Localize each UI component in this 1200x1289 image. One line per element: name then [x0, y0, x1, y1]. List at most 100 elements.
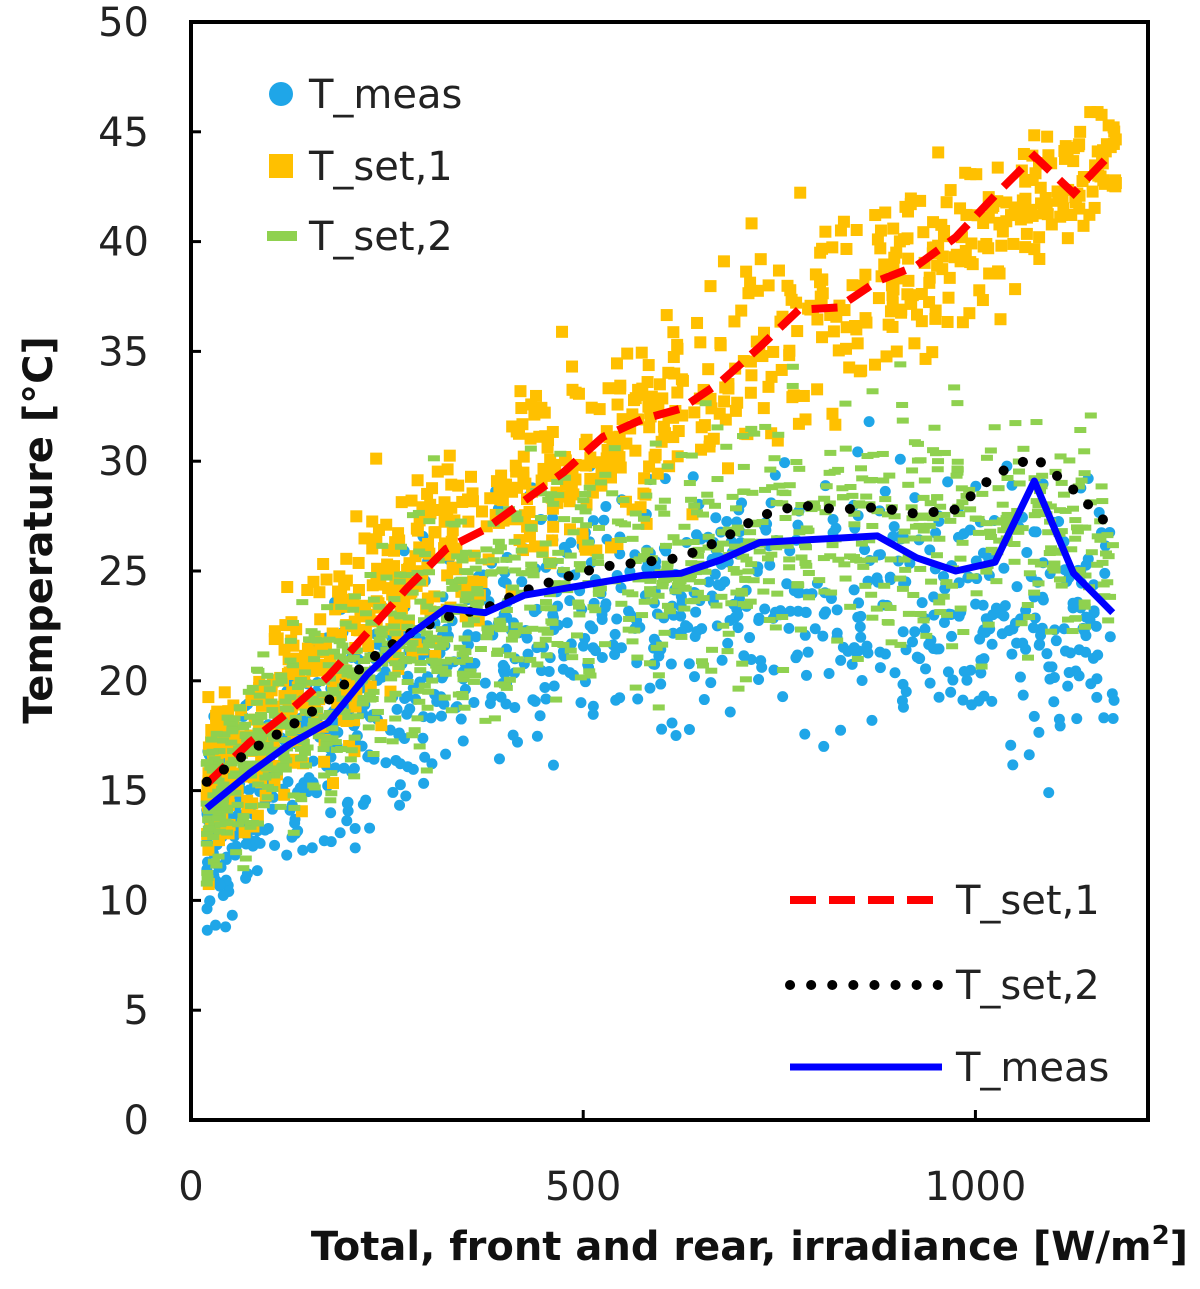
- t-set2-point: [669, 588, 682, 595]
- t-set2-point: [242, 688, 255, 695]
- t-set1-point: [917, 226, 930, 239]
- t-set2-point: [401, 678, 414, 685]
- t-meas-point: [1085, 678, 1097, 690]
- t-meas-point: [587, 700, 599, 712]
- t-set2-point: [885, 639, 898, 646]
- t-meas-point: [691, 626, 703, 638]
- t-set2-point: [252, 727, 265, 734]
- t-set2-point: [239, 855, 252, 862]
- t-meas-point: [1048, 672, 1060, 684]
- t-set1-point: [340, 552, 353, 565]
- t-set2-point: [846, 492, 859, 499]
- t-meas-point: [547, 759, 559, 771]
- t-set2-point: [818, 588, 831, 595]
- t-set2-point: [428, 606, 441, 613]
- t-meas-point: [341, 815, 353, 827]
- t-set2-point: [1085, 549, 1098, 556]
- t-set2-point: [993, 537, 1006, 544]
- t-set2-point: [213, 828, 226, 835]
- t-set2-point: [1009, 420, 1022, 427]
- t-meas-point: [522, 648, 534, 660]
- t-set2-point: [308, 656, 321, 663]
- t-set2-point: [1079, 572, 1092, 579]
- t-set1-point: [843, 361, 856, 374]
- t-set1-point: [745, 217, 758, 230]
- t-set2-point: [592, 590, 605, 597]
- t-set2-point: [284, 657, 297, 664]
- t-set2-point: [756, 519, 769, 526]
- t-set1-point: [814, 246, 827, 259]
- t-set2-point: [1079, 524, 1092, 531]
- t-set2-point: [243, 760, 256, 767]
- t-set2-point: [278, 754, 291, 761]
- t-set1-point: [718, 395, 731, 408]
- legend-line-label-t-set2: T_set,2: [955, 963, 1100, 1009]
- t-set2-point: [658, 497, 671, 504]
- t-set2-point: [1078, 448, 1091, 455]
- t-set2-point: [380, 646, 393, 653]
- t-set1-point: [528, 408, 541, 421]
- t-set1-point: [704, 280, 717, 293]
- t-set2-point: [207, 792, 220, 799]
- t-set2-point: [848, 510, 861, 517]
- t-set2-point: [739, 676, 752, 683]
- t-set1-point: [879, 206, 892, 219]
- t-meas-point: [521, 632, 533, 644]
- t-set1-point: [320, 573, 333, 586]
- t-set2-point: [661, 463, 674, 470]
- t-set2-point: [422, 688, 435, 695]
- t-set2-point: [773, 482, 786, 489]
- t-set2-point: [859, 582, 872, 589]
- t-set1-point: [422, 537, 435, 550]
- t-set2-point: [456, 690, 469, 697]
- t-set2-point: [1001, 474, 1014, 481]
- t-set2-point: [593, 524, 606, 531]
- t-meas-point: [529, 695, 541, 707]
- t-set2-point: [276, 763, 289, 770]
- t-meas-point: [666, 717, 678, 729]
- t-set2-point: [631, 654, 644, 661]
- t-set2-point: [683, 480, 696, 487]
- t-set2-point: [1008, 540, 1021, 547]
- t-meas-point: [297, 844, 309, 856]
- t-meas-point: [1067, 597, 1079, 609]
- t-set2-point: [882, 619, 895, 626]
- t-set2-point: [953, 511, 966, 518]
- t-set2-point: [540, 652, 553, 659]
- t-set2-point: [491, 650, 504, 657]
- t-set2-point: [699, 400, 712, 407]
- t-set2-point: [679, 585, 692, 592]
- t-set1-point: [635, 346, 648, 359]
- t-meas-point: [709, 568, 721, 580]
- t-set2-point: [879, 496, 892, 503]
- t-meas-point: [738, 650, 750, 662]
- t-set2-point: [975, 663, 988, 670]
- t-set1-point: [475, 505, 488, 518]
- t-meas-point: [900, 686, 912, 698]
- t-set2-point: [1072, 483, 1085, 490]
- t-meas-point: [930, 527, 942, 539]
- t-set2-point: [347, 606, 360, 613]
- t-set2-point: [324, 797, 337, 804]
- t-meas-point: [848, 642, 860, 654]
- t-set2-point: [866, 614, 879, 621]
- t-set2-point: [730, 505, 743, 512]
- t-set2-point: [327, 648, 340, 655]
- t-set2-point: [644, 591, 657, 598]
- y-tick-label: 35: [98, 329, 149, 375]
- t-set2-point: [364, 571, 377, 578]
- t-set2-point: [824, 449, 837, 456]
- t-set2-point: [364, 696, 377, 703]
- t-set1-point: [915, 287, 928, 300]
- t-set2-point: [626, 638, 639, 645]
- t-set2-point: [938, 511, 951, 518]
- t-set2-point: [839, 445, 852, 452]
- t-set2-point: [701, 491, 714, 498]
- t-meas-point: [1084, 614, 1096, 626]
- t-set2-point: [239, 732, 252, 739]
- t-set2-point: [1104, 593, 1117, 600]
- t-set2-point: [776, 500, 789, 507]
- t-set2-point: [557, 566, 570, 573]
- t-set2-point: [406, 589, 419, 596]
- t-set2-point: [526, 625, 539, 632]
